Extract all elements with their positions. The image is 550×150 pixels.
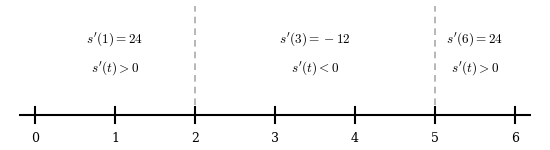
Text: 4: 4 (351, 132, 359, 145)
Text: 1: 1 (111, 132, 119, 145)
Text: 2: 2 (191, 132, 199, 145)
Text: 0: 0 (31, 132, 39, 145)
Text: 6: 6 (511, 132, 519, 145)
Text: $s'(t) > 0$: $s'(t) > 0$ (451, 59, 499, 77)
Text: $s'(1) = 24$: $s'(1) = 24$ (86, 30, 144, 48)
Text: $s'(t) > 0$: $s'(t) > 0$ (91, 59, 139, 77)
Text: 3: 3 (271, 132, 279, 145)
Text: $s'(t) < 0$: $s'(t) < 0$ (291, 59, 339, 77)
Text: $s'(6) = 24$: $s'(6) = 24$ (447, 30, 503, 48)
Text: 5: 5 (431, 132, 439, 145)
Text: $s'(3) = -12$: $s'(3) = -12$ (279, 30, 351, 48)
